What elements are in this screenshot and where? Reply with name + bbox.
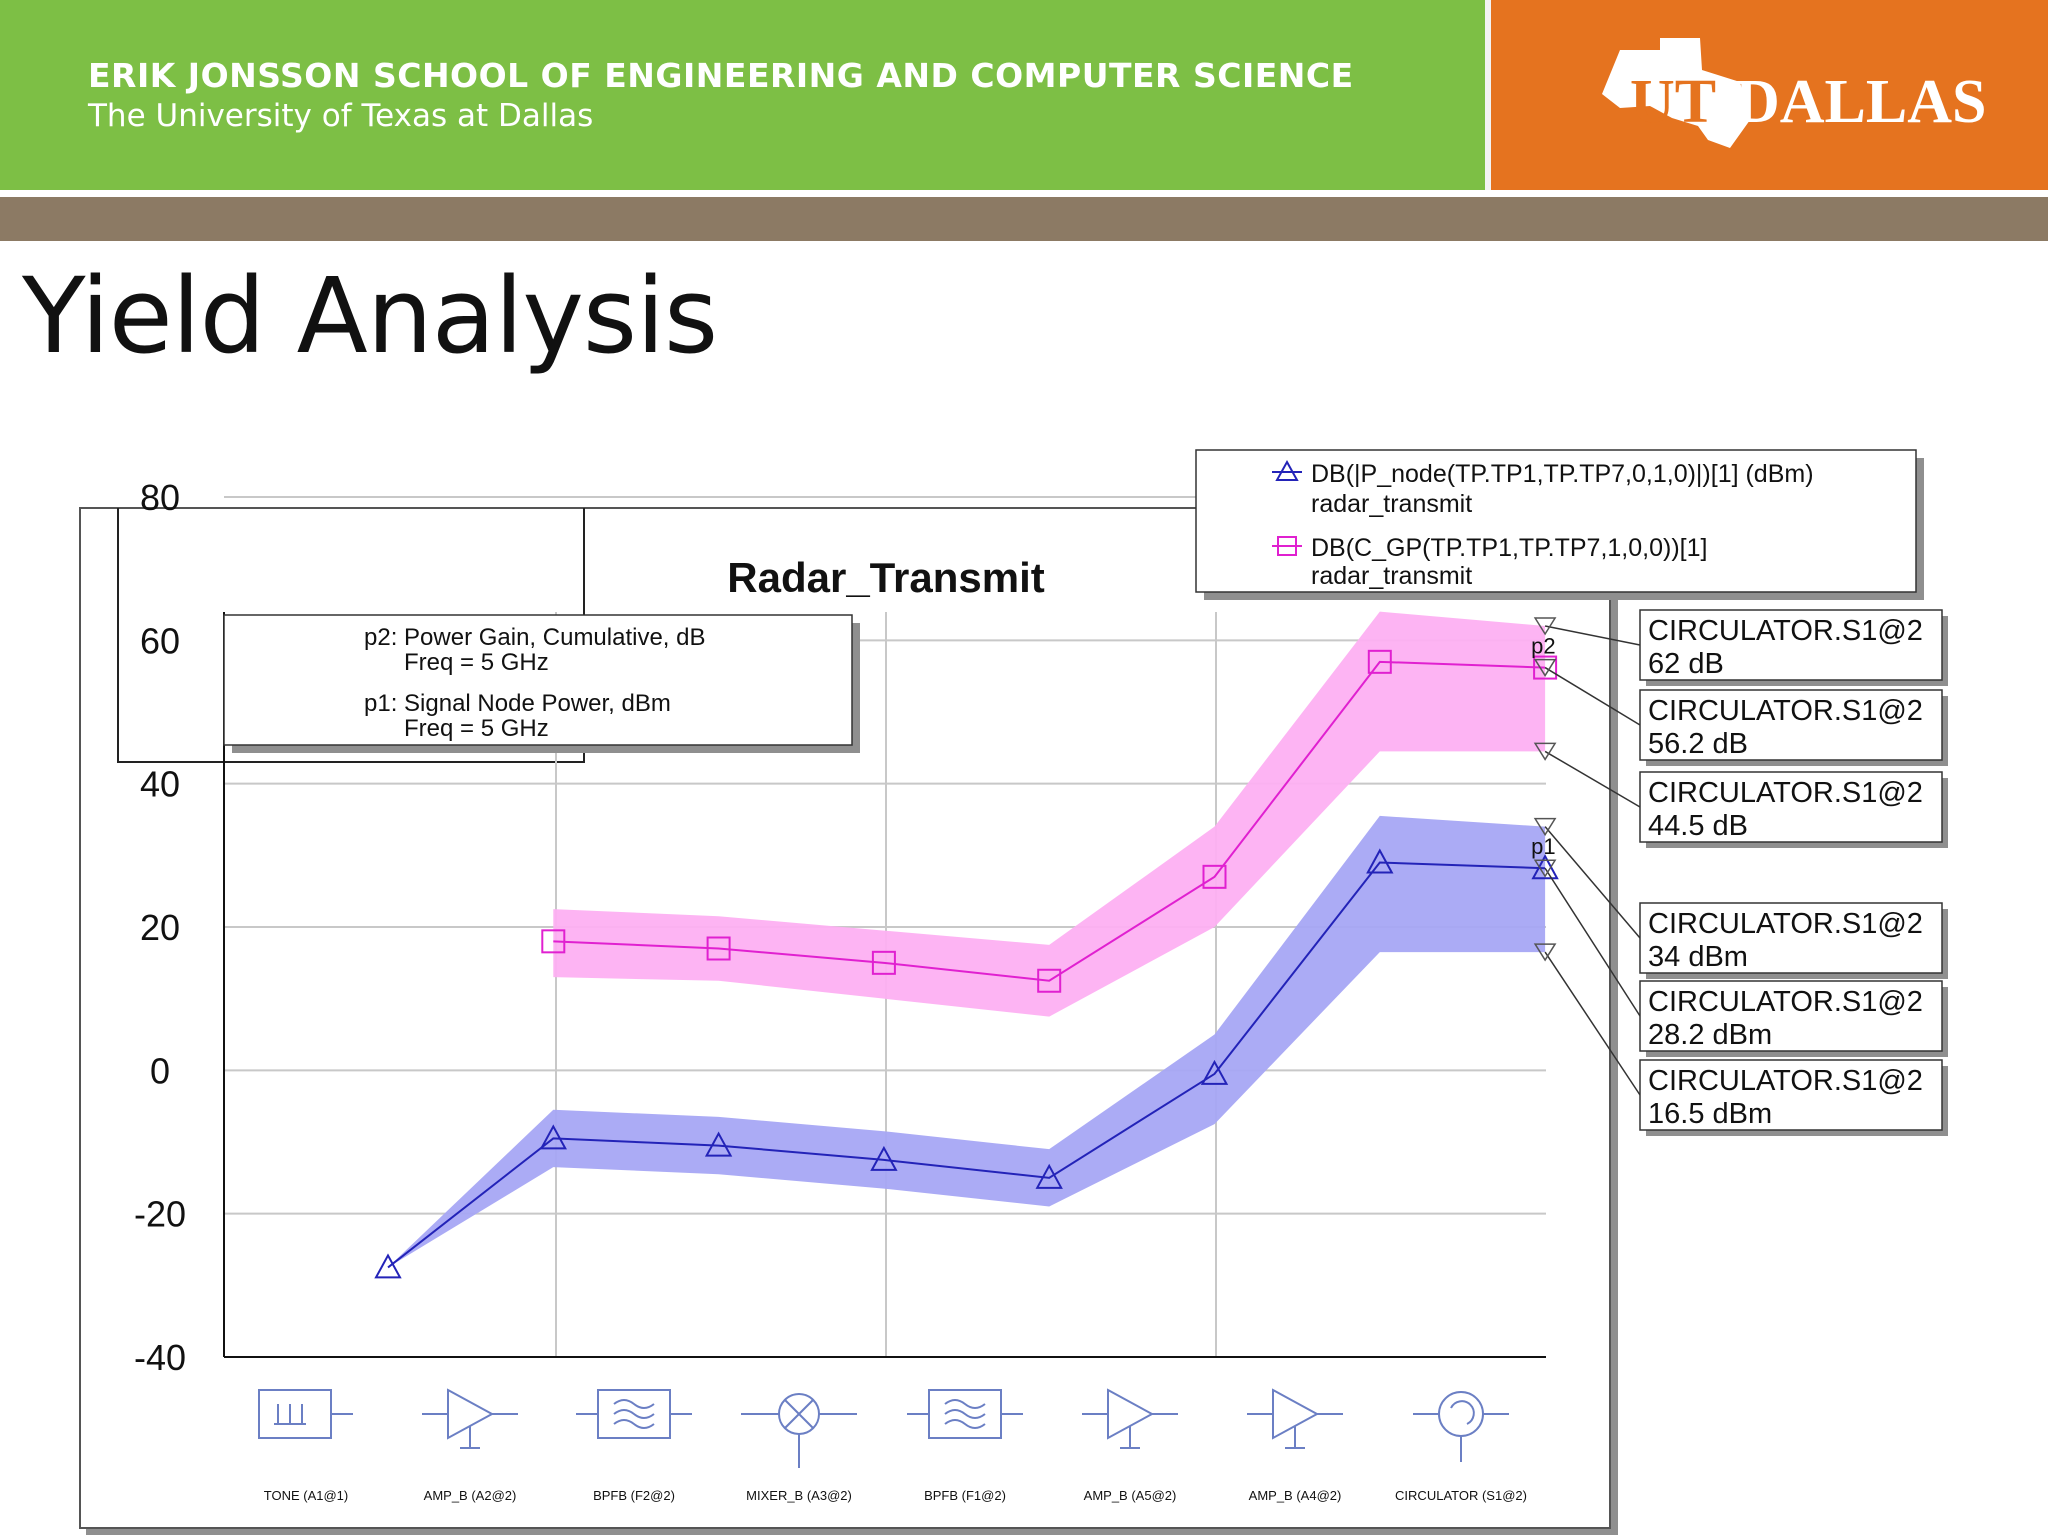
yield-band-triangle — [388, 815, 1546, 1268]
ut-dallas-logo: UT DALLAS — [1602, 38, 1987, 148]
legend-series-1-name: DB(|P_node(TP.TP1,TP.TP7,0,1,0)|)[1] (dB… — [1311, 460, 1814, 488]
data-point-square — [871, 950, 896, 975]
category-label: AMP_B (A4@2) — [1249, 1488, 1342, 1503]
amplifier-icon — [422, 1388, 518, 1449]
svg-text:DALLAS: DALLAS — [1735, 68, 1987, 136]
annotation-line2: 56.2 dB — [1648, 728, 1748, 760]
annotation-leader-line — [1544, 750, 1641, 808]
info-p2-freq: Freq = 5 GHz — [404, 649, 549, 676]
annotation-marker-icon — [1533, 817, 1557, 837]
data-point-triangle — [1366, 848, 1394, 874]
info-p1-title: p1: Signal Node Power, dBm — [364, 690, 671, 717]
y-tick-label: 0 — [150, 1050, 170, 1091]
university-name: The University of Texas at Dallas — [88, 98, 594, 134]
texas-star-icon — [1602, 38, 1750, 148]
annotation-marker-icon — [1533, 859, 1557, 878]
info-p1-freq: Freq = 5 GHz — [404, 715, 549, 742]
slide-title: Yield Analysis — [22, 255, 718, 377]
annotation-marker-icon — [1533, 617, 1557, 636]
annotation-leader-line — [1544, 951, 1641, 1096]
yield-band-square — [553, 611, 1546, 1017]
data-point-triangle — [870, 1145, 898, 1171]
annotation-box — [1639, 1059, 1943, 1131]
amplifier-icon — [1247, 1388, 1343, 1449]
annotation-line1: CIRCULATOR.S1@2 — [1648, 986, 1923, 1018]
category-label: TONE (A1@1) — [264, 1488, 348, 1503]
legend-triangle-icon — [1275, 459, 1299, 481]
annotation-leader-line — [1544, 666, 1641, 726]
annotation-line1: CIRCULATOR.S1@2 — [1648, 1065, 1923, 1097]
category-label: CIRCULATOR (S1@2) — [1395, 1488, 1527, 1503]
data-point-square — [1037, 968, 1062, 993]
y-tick-label: -40 — [134, 1337, 186, 1378]
legend-square-icon — [1277, 536, 1297, 556]
annotation-marker-icon — [1533, 658, 1557, 677]
annotation-leader-line — [1544, 826, 1641, 939]
y-tick-label: 60 — [140, 620, 180, 661]
data-point-square — [1367, 649, 1392, 674]
info-p2-title: p2: Power Gain, Cumulative, dB — [364, 624, 706, 651]
annotation-marker-icon — [1533, 943, 1557, 962]
annotation-line1: CIRCULATOR.S1@2 — [1648, 695, 1923, 727]
category-label: AMP_B (A5@2) — [1084, 1488, 1177, 1503]
legend-series-2-name: DB(C_GP(TP.TP1,TP.TP7,1,0,0))[1] — [1311, 534, 1707, 562]
data-point-square — [706, 936, 731, 961]
header-green-band — [0, 0, 1485, 190]
annotation-line1: CIRCULATOR.S1@2 — [1648, 908, 1923, 940]
annotation-line2: 44.5 dB — [1648, 810, 1748, 842]
data-point-triangle — [1200, 1059, 1229, 1085]
data-point-triangle — [539, 1124, 567, 1150]
annotation-box — [1639, 902, 1943, 974]
y-tick-label: -20 — [134, 1194, 186, 1235]
annotation-line2: 34 dBm — [1648, 941, 1748, 973]
annotation-box — [1639, 689, 1943, 761]
annotation-leader-line — [1544, 867, 1641, 1017]
category-label: BPFB (F2@2) — [593, 1488, 675, 1503]
annotation-box — [1639, 980, 1943, 1052]
annotation-box — [1639, 609, 1943, 681]
info-box — [223, 614, 853, 746]
legend-series-1-sub: radar_transmit — [1311, 490, 1472, 518]
legend-series-2-sub: radar_transmit — [1311, 562, 1472, 590]
data-point-square — [1533, 655, 1558, 680]
marker-label-p2: p2 — [1531, 634, 1555, 659]
annotation-line1: CIRCULATOR.S1@2 — [1648, 615, 1923, 647]
bandpass-filter-icon — [907, 1389, 1023, 1439]
annotation-line2: 28.2 dBm — [1648, 1019, 1772, 1051]
y-tick-label: 40 — [140, 764, 180, 805]
marker-label-p1: p1 — [1531, 834, 1555, 859]
data-point-triangle — [704, 1131, 733, 1157]
annotation-line2: 16.5 dBm — [1648, 1098, 1772, 1130]
data-point-square — [1202, 864, 1227, 889]
data-point-triangle — [374, 1253, 402, 1279]
y-tick-label: 20 — [140, 907, 180, 948]
category-label: AMP_B (A2@2) — [424, 1488, 517, 1503]
data-point-triangle — [1035, 1163, 1063, 1189]
annotation-marker-icon — [1533, 742, 1557, 761]
legend-box — [1195, 449, 1917, 593]
header-orange-band — [1491, 0, 2048, 190]
header-divider — [1485, 0, 1491, 190]
bandpass-filter-icon — [576, 1389, 692, 1439]
svg-text:UT: UT — [1630, 68, 1716, 136]
header-brown-bar — [0, 197, 2048, 241]
mixer-icon — [741, 1393, 857, 1468]
series-line-square — [553, 660, 1546, 982]
data-point-square — [541, 929, 566, 954]
school-name: ERIK JONSSON SCHOOL OF ENGINEERING AND C… — [88, 56, 1354, 95]
annotation-line1: CIRCULATOR.S1@2 — [1648, 777, 1923, 809]
chart-title: Radar_Transmit — [727, 554, 1044, 601]
circulator-icon — [1413, 1391, 1509, 1462]
amplifier-icon — [1082, 1388, 1178, 1449]
annotation-box — [1639, 771, 1943, 843]
annotation-line2: 62 dB — [1648, 648, 1724, 680]
category-label: MIXER_B (A3@2) — [746, 1488, 852, 1503]
category-label: BPFB (F1@2) — [924, 1488, 1006, 1503]
tone-source-icon — [258, 1389, 353, 1439]
annotation-leader-line — [1544, 625, 1641, 646]
series-line-triangle — [387, 861, 1546, 1269]
y-tick-label: 80 — [140, 477, 180, 518]
